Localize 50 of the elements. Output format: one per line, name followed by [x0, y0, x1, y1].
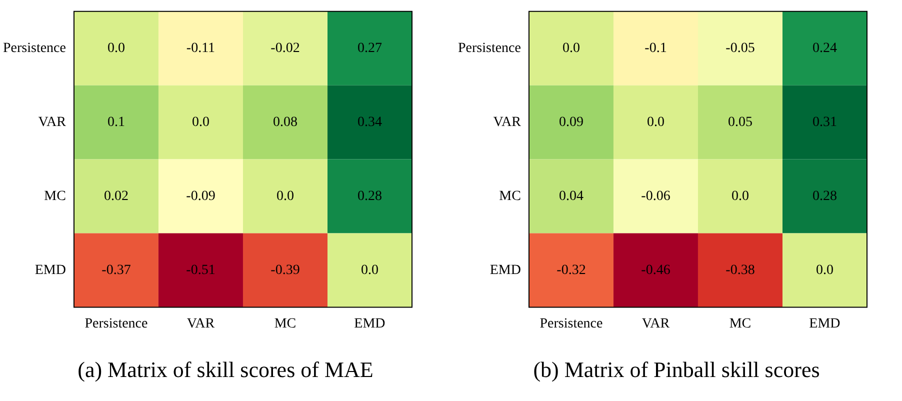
data-label: -0.32: [556, 262, 586, 278]
data-label: 0.0: [646, 114, 664, 130]
data-label: -0.11: [186, 41, 216, 56]
data-label: 0.31: [812, 114, 837, 130]
data-label: -0.51: [186, 262, 216, 278]
data-label: -0.38: [726, 262, 755, 278]
data-label: 0.0: [192, 114, 210, 130]
x-tick-label: MC: [274, 316, 296, 332]
data-label: -0.46: [641, 262, 670, 278]
y-tick-label: EMD: [34, 262, 66, 278]
y-tick-label: Persistence: [458, 41, 521, 56]
data-label: -0.06: [641, 188, 670, 204]
data-label: 0.27: [357, 41, 382, 56]
data-label: 0.02: [104, 188, 128, 204]
data-label: -0.1: [644, 41, 667, 56]
data-label: 0.28: [812, 188, 837, 204]
data-label: -0.09: [186, 188, 216, 204]
x-tick-label: VAR: [642, 316, 670, 332]
y-tick-label: MC: [44, 188, 66, 204]
data-label: 0.05: [728, 114, 752, 130]
data-label: 0.0: [562, 41, 580, 56]
y-tick-label: EMD: [490, 262, 521, 278]
x-tick-label: EMD: [354, 316, 386, 332]
data-label: 0.24: [812, 41, 837, 56]
data-label: 0.0: [731, 188, 749, 204]
data-label: 0.28: [357, 188, 382, 204]
data-label: 0.0: [276, 188, 294, 204]
data-label: 0.08: [272, 114, 298, 130]
data-label: 0.0: [360, 262, 378, 278]
y-tick-label: VAR: [38, 114, 67, 130]
data-label: 0.0: [107, 41, 125, 56]
y-tick-label: Persistence: [2, 41, 66, 56]
x-tick-label: MC: [729, 316, 752, 332]
data-label: 0.0: [816, 262, 834, 278]
x-tick-label: VAR: [186, 316, 216, 332]
text: (a) Matrix of skill scores of MAE: [76, 357, 374, 383]
y-tick-label: MC: [499, 188, 521, 204]
data-label: 0.1: [107, 114, 125, 130]
data-label: -0.05: [726, 41, 755, 56]
data-label: -0.39: [270, 262, 300, 278]
x-tick-label: EMD: [809, 316, 840, 332]
text: (b) Matrix of Pinball skill scores: [532, 357, 821, 383]
data-label: 0.04: [558, 188, 584, 204]
data-label: -0.37: [102, 262, 131, 278]
x-tick-label: Persistence: [84, 316, 148, 332]
y-tick-label: VAR: [493, 114, 522, 130]
data-label: 0.34: [357, 114, 382, 130]
x-tick-label: Persistence: [540, 316, 603, 332]
data-label: -0.02: [270, 41, 300, 56]
data-label: 0.09: [558, 114, 584, 130]
